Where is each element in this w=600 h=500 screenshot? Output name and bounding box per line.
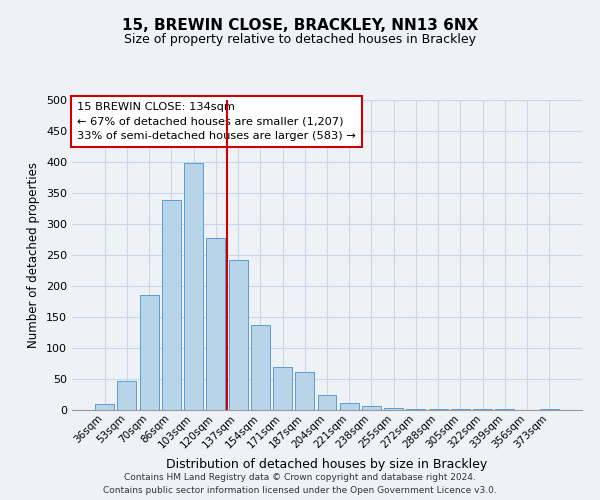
Bar: [184, 163, 203, 410]
Text: Contains HM Land Registry data © Crown copyright and database right 2024.: Contains HM Land Registry data © Crown c…: [124, 472, 476, 482]
Text: Contains public sector information licensed under the Open Government Licence v3: Contains public sector information licen…: [103, 486, 497, 495]
Text: 15 BREWIN CLOSE: 134sqm
← 67% of detached houses are smaller (1,207)
33% of semi: 15 BREWIN CLOSE: 134sqm ← 67% of detache…: [77, 102, 356, 141]
Bar: [206, 238, 225, 410]
Bar: [140, 296, 158, 410]
Bar: [540, 409, 559, 410]
Bar: [251, 325, 270, 410]
Bar: [273, 366, 292, 410]
Bar: [340, 402, 359, 410]
Bar: [317, 394, 337, 410]
Bar: [362, 406, 381, 410]
Bar: [162, 200, 181, 410]
Text: Size of property relative to detached houses in Brackley: Size of property relative to detached ho…: [124, 32, 476, 46]
Bar: [384, 408, 403, 410]
Bar: [118, 381, 136, 410]
Text: 15, BREWIN CLOSE, BRACKLEY, NN13 6NX: 15, BREWIN CLOSE, BRACKLEY, NN13 6NX: [122, 18, 478, 32]
Y-axis label: Number of detached properties: Number of detached properties: [28, 162, 40, 348]
Bar: [95, 404, 114, 410]
Bar: [229, 260, 248, 410]
Bar: [295, 372, 314, 410]
Bar: [406, 409, 425, 410]
X-axis label: Distribution of detached houses by size in Brackley: Distribution of detached houses by size …: [166, 458, 488, 471]
